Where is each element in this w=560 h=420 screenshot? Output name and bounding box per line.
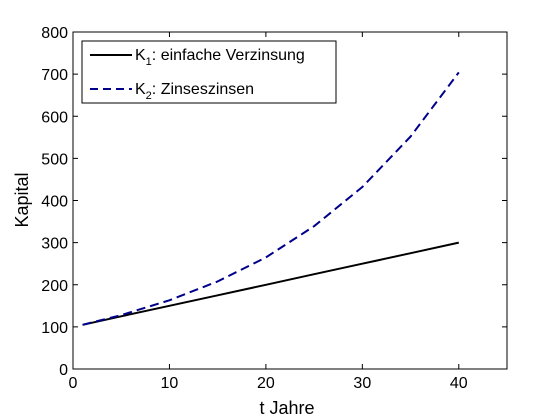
x-tick-label: 0 bbox=[69, 375, 78, 392]
y-tick-label: 0 bbox=[59, 362, 68, 379]
y-tick-label: 100 bbox=[41, 320, 68, 337]
legend-label-k2: K2: Zinseszinsen bbox=[135, 81, 254, 102]
x-axis-label: t Jahre bbox=[259, 398, 314, 418]
series-line-k2 bbox=[82, 71, 460, 326]
y-tick-label: 500 bbox=[41, 151, 68, 168]
y-tick-label: 400 bbox=[41, 194, 68, 211]
x-tick-label: 30 bbox=[353, 375, 371, 392]
y-axis-label: Kapital bbox=[12, 172, 32, 227]
y-tick-label: 700 bbox=[41, 67, 68, 84]
y-tick-label: 600 bbox=[41, 109, 68, 126]
x-tick-label: 20 bbox=[257, 375, 275, 392]
series-group bbox=[82, 71, 460, 326]
y-tick-label: 300 bbox=[41, 236, 68, 253]
legend-box bbox=[81, 40, 337, 104]
legend-label-k1: K1: einfache Verzinsung bbox=[135, 47, 305, 68]
x-tick-label: 40 bbox=[450, 375, 468, 392]
x-tick-label: 10 bbox=[161, 375, 179, 392]
y-tick-label: 200 bbox=[41, 278, 68, 295]
legend: K1: einfache Verzinsung K2: Zinseszinsen bbox=[81, 40, 337, 104]
series-line-k1 bbox=[82, 241, 460, 326]
y-tick-label: 800 bbox=[41, 25, 68, 42]
